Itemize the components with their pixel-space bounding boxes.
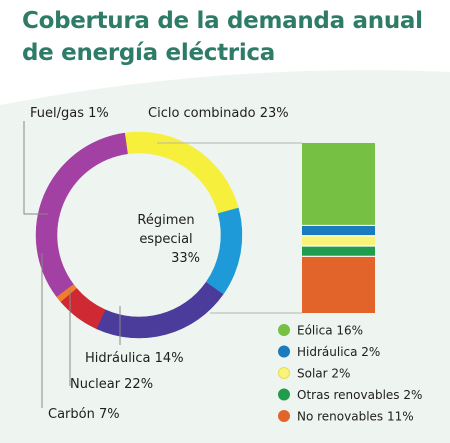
legend-label-otras-renovables-2: Otras renovables 2%	[297, 388, 422, 402]
bar-segment-hidraulica-2	[302, 225, 375, 236]
center-label: Régimen especial 33%	[137, 213, 200, 266]
ring-segment-hidraulica	[205, 207, 243, 295]
ring-label-fuel-gas-1: Fuel/gas 1%	[30, 106, 109, 121]
ring-segment-ciclo-combinado	[124, 131, 239, 214]
center-label-line-3: 33%	[171, 251, 200, 266]
bar-segment-otras-renovables-2	[302, 246, 375, 257]
bar-segment-solar-2	[302, 235, 375, 247]
legend-swatch-otras-renovables-2	[278, 388, 290, 401]
legend-swatch-solar-2	[278, 367, 290, 379]
donut-ring	[35, 131, 243, 339]
breakdown-legend: Eólica 16% Hidráulica 2% Solar 2% Otras ren…	[278, 324, 422, 424]
legend-label-no-renovables-11: No renovables 11%	[297, 410, 414, 424]
center-label-line-1: Régimen	[137, 213, 194, 228]
leader-line-1	[23, 121, 48, 215]
ring-labels: Ciclo combinado 23% Hidráulica 14% Nuclear…	[30, 106, 289, 422]
bar-segment-eolica-16	[302, 143, 375, 226]
ring-label-ciclo-combinado-23: Ciclo combinado 23%	[148, 106, 289, 121]
ring-label-hidraulica-14: Hidráulica 14%	[85, 351, 184, 366]
leader-lines	[23, 121, 121, 408]
legend-label-eolica-16: Eólica 16%	[297, 324, 363, 338]
ring-label-nuclear-22: Nuclear 22%	[70, 377, 153, 392]
ring-segment-regimen-especial	[35, 132, 128, 298]
chart-title-line-2: de energía eléctrica	[22, 40, 275, 66]
legend-swatch-eolica-16	[278, 324, 290, 336]
center-label-line-2: especial	[139, 232, 192, 247]
legend-swatch-hidraulica-2	[278, 345, 290, 358]
legend-label-hidraulica-2: Hidráulica 2%	[297, 345, 380, 359]
breakdown-bar	[157, 142, 375, 314]
ring-label-carbon-7: Carbón 7%	[48, 407, 120, 422]
legend-swatch-no-renovables-11	[278, 410, 290, 422]
legend-label-solar-2: Solar 2%	[297, 367, 350, 381]
chart-title-line-1: Cobertura de la demanda anual	[22, 8, 423, 34]
ring-segment-nuclear	[96, 281, 224, 339]
bar-segment-no-renovables-11	[302, 256, 375, 313]
